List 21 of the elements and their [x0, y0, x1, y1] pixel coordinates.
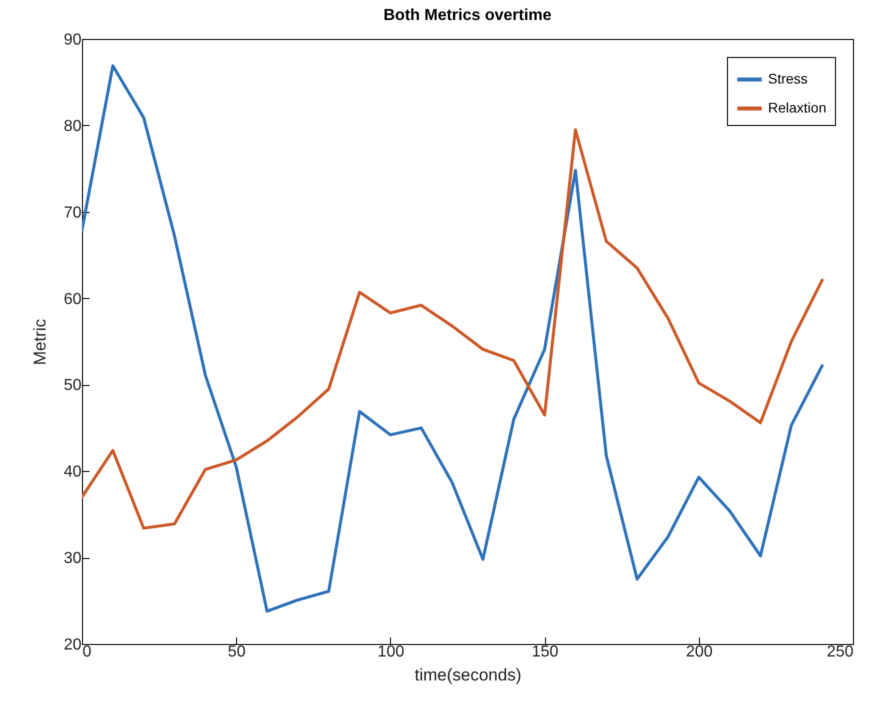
y-tick-label: 50: [64, 377, 82, 394]
line-series: [82, 64, 824, 613]
y-tick-label: 90: [64, 32, 82, 48]
x-axis-title: time(seconds): [414, 666, 522, 684]
x-tick-label: 50: [228, 644, 246, 660]
y-tick-label: 60: [64, 290, 82, 308]
line-series: [82, 128, 824, 530]
chart-title: Both Metrics overtime: [383, 7, 552, 24]
y-axis-title: Metric: [30, 318, 50, 366]
x-tick-label: 250: [826, 644, 854, 660]
y-tick-label: 40: [64, 464, 82, 481]
legend-label: Relaxtion: [768, 100, 826, 116]
x-tick-label: 150: [532, 644, 559, 660]
y-tick-label: 70: [64, 204, 82, 222]
x-tick-label: 200: [686, 644, 713, 660]
y-tick-label: 80: [64, 118, 82, 135]
legend-label: Stress: [768, 70, 808, 86]
x-tick-label: 0: [82, 644, 92, 660]
y-tick-label: 30: [64, 550, 82, 568]
x-tick-label: 100: [378, 644, 404, 660]
y-tick-label: 20: [64, 636, 82, 654]
